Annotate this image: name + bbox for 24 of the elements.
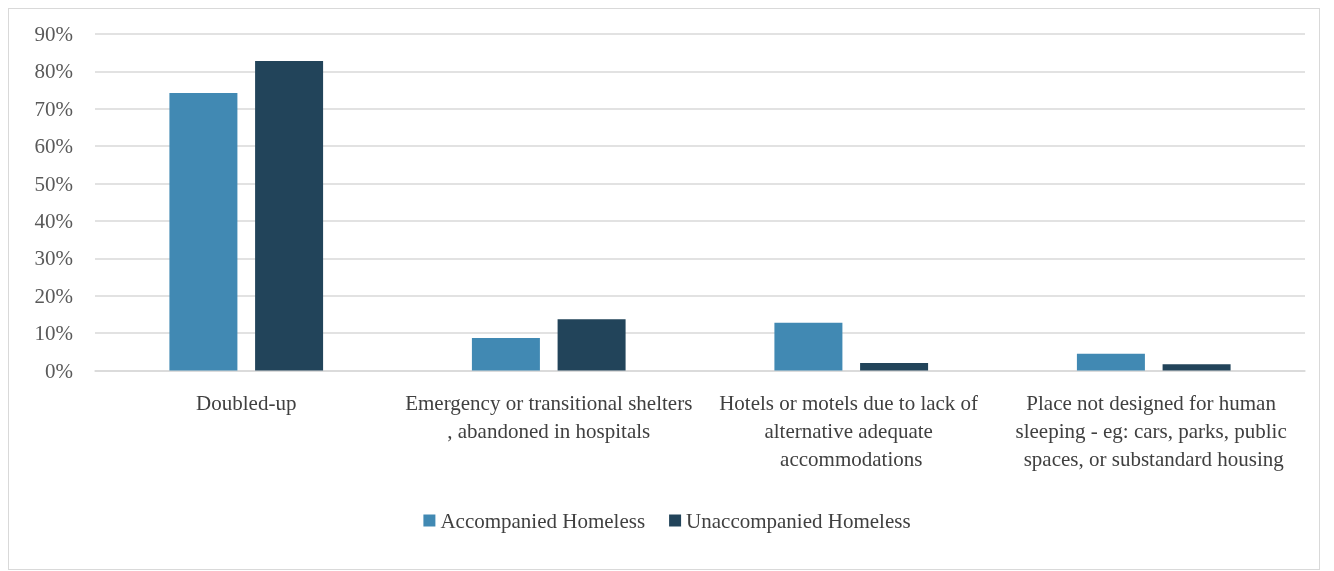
legend-label: Accompanied Homeless xyxy=(440,508,646,533)
legend-label: Unaccompanied Homeless xyxy=(686,508,911,533)
x-tick-label: Emergency or transitional shelters, abandoned in hospitals xyxy=(405,390,693,443)
bar xyxy=(1162,364,1231,371)
x-tick-label: Hotels or motels due to lack of alternative adequate accommodations xyxy=(719,390,984,471)
bar xyxy=(557,319,626,371)
y-tick-label: 90% xyxy=(34,22,73,46)
bar xyxy=(169,93,238,371)
y-tick-label: 10% xyxy=(34,321,73,346)
y-tick-label: 50% xyxy=(34,171,73,196)
x-tick-label: Doubled-up xyxy=(196,390,297,415)
y-tick-label: 20% xyxy=(34,283,73,308)
bar xyxy=(471,337,540,371)
bar xyxy=(255,60,324,371)
y-tick-label: 0% xyxy=(45,358,73,383)
y-tick-label: 70% xyxy=(34,96,73,121)
y-tick-label: 80% xyxy=(34,59,73,84)
y-tick-label: 30% xyxy=(34,246,73,271)
y-tick-label: 40% xyxy=(34,208,73,233)
bar xyxy=(1076,353,1145,371)
bar xyxy=(774,322,843,371)
x-tick-label: Place not designed for human sleeping - eg: cars, parks, public spaces, or substandard housing xyxy=(1015,390,1292,471)
y-tick-label: 60% xyxy=(34,134,73,159)
bar xyxy=(860,363,929,371)
